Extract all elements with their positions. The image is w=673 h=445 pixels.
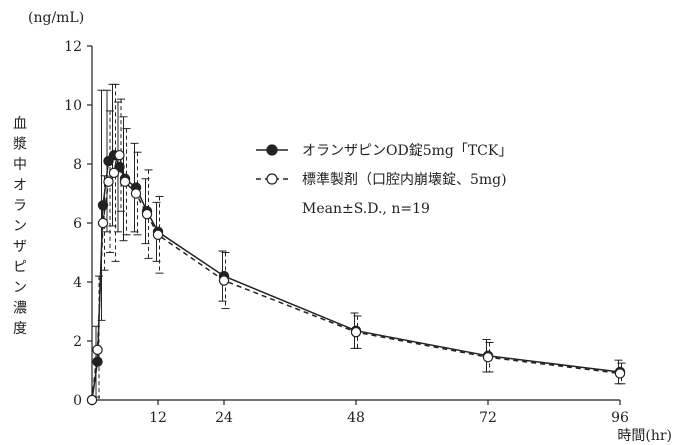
- x-tick-label: 48: [347, 410, 365, 426]
- legend-label-test: オランザピンOD錠5mg「TCK」: [302, 143, 512, 159]
- y-axis-title-char: オ: [13, 178, 27, 194]
- legend-marker-reference: [266, 173, 278, 185]
- data-point: [141, 208, 153, 220]
- legend-marker-test: [266, 144, 278, 156]
- x-axis-title: 時間(hr): [617, 428, 672, 444]
- series-reference: [86, 83, 626, 406]
- y-tick-label: 4: [73, 275, 82, 291]
- data-point: [614, 368, 626, 379]
- y-tick-label: 2: [73, 334, 82, 350]
- series-line: [91, 154, 621, 401]
- x-tick-label: 72: [479, 410, 497, 426]
- data-point: [482, 352, 494, 363]
- y-axis-title-char: 中: [13, 157, 27, 173]
- y-axis-unit: (ng/mL): [28, 10, 84, 26]
- data-point: [86, 394, 98, 406]
- series-line: [91, 153, 621, 401]
- data-point: [114, 149, 125, 161]
- x-tick-label: 24: [215, 410, 233, 426]
- y-axis-title-char: 漿: [13, 137, 27, 153]
- data-point: [92, 344, 103, 356]
- legend: オランザピンOD錠5mg「TCK」 標準製剤（口腔内崩壊錠、5mg) Mean±…: [256, 143, 512, 217]
- x-tick-label: 96: [611, 410, 629, 426]
- x-tick-label: 12: [149, 410, 167, 426]
- legend-note: Mean±S.D., n=19: [302, 201, 430, 217]
- data-point: [119, 176, 131, 187]
- y-axis-title-char: ピ: [13, 260, 27, 276]
- data-point: [92, 356, 103, 367]
- series-test: [86, 83, 626, 406]
- data-point: [130, 188, 142, 199]
- y-tick-label: 0: [73, 393, 82, 409]
- legend-label-reference: 標準製剤（口腔内崩壊錠、5mg): [302, 172, 507, 188]
- data-point: [103, 176, 114, 187]
- y-axis-title-char: 度: [13, 321, 27, 337]
- y-axis-title-char: ラ: [13, 198, 27, 214]
- y-axis-title-char: 血: [13, 116, 27, 132]
- y-axis-title: 血漿中オランザピン濃度: [13, 116, 27, 337]
- data-point: [108, 167, 120, 179]
- y-tick-label: 12: [64, 39, 82, 55]
- data-point: [152, 229, 164, 240]
- y-tick-label: 8: [73, 157, 82, 173]
- y-axis-title-char: ン: [13, 280, 27, 296]
- y-axis-title-char: 濃: [13, 301, 27, 317]
- data-point: [218, 275, 230, 286]
- y-tick-label: 10: [64, 98, 82, 114]
- y-tick-label: 6: [73, 216, 82, 232]
- y-axis-title-char: ザ: [13, 239, 27, 255]
- series-layer: [86, 83, 626, 406]
- data-point: [97, 217, 109, 229]
- data-point: [350, 326, 362, 338]
- y-axis-title-char: ン: [13, 219, 27, 235]
